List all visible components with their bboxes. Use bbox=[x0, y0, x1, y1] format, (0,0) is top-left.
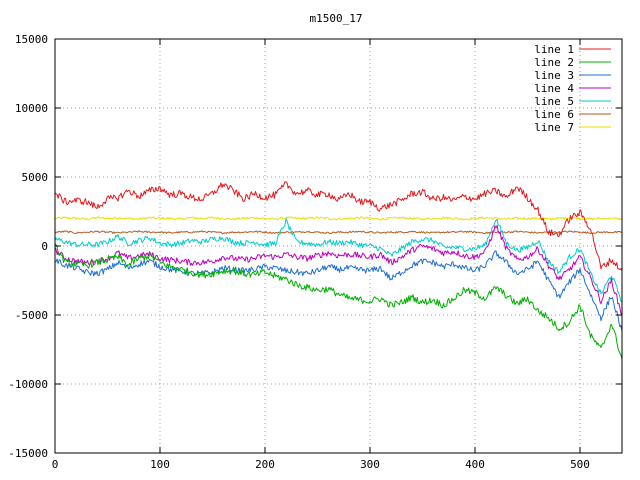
legend-label: line 4 bbox=[534, 82, 574, 95]
x-tick-label: 300 bbox=[360, 458, 380, 471]
x-tick-label: 0 bbox=[52, 458, 59, 471]
legend-label: line 3 bbox=[534, 69, 574, 82]
series-line-2 bbox=[55, 243, 622, 360]
series-layer bbox=[55, 181, 622, 360]
tick-layer: 0 100 200 300 400 500 -15000 -10000 -5000 0 5000 10… bbox=[8, 33, 622, 471]
y-tick-label: 10000 bbox=[15, 102, 48, 115]
x-tick-label: 500 bbox=[570, 458, 590, 471]
series-line-6 bbox=[55, 230, 622, 235]
legend-label: line 2 bbox=[534, 56, 574, 69]
series-line-5 bbox=[55, 218, 622, 302]
series-line-4 bbox=[55, 225, 622, 316]
y-tick-label: 15000 bbox=[15, 33, 48, 46]
series-line-7 bbox=[55, 216, 622, 221]
y-tick-label: 0 bbox=[41, 240, 48, 253]
legend-label: line 7 bbox=[534, 121, 574, 134]
legend-label: line 6 bbox=[534, 108, 574, 121]
y-tick-label: -10000 bbox=[8, 378, 48, 391]
y-tick-label: -15000 bbox=[8, 447, 48, 460]
legend-label: line 1 bbox=[534, 43, 574, 56]
x-tick-label: 400 bbox=[465, 458, 485, 471]
x-tick-label: 200 bbox=[255, 458, 275, 471]
x-tick-label: 100 bbox=[150, 458, 170, 471]
grid-layer bbox=[55, 39, 622, 453]
y-tick-label: -5000 bbox=[15, 309, 48, 322]
chart-title: m1500_17 bbox=[310, 12, 363, 25]
legend-label: line 5 bbox=[534, 95, 574, 108]
y-tick-label: 5000 bbox=[22, 171, 49, 184]
series-line-3 bbox=[55, 250, 622, 332]
series-line-1 bbox=[55, 181, 622, 272]
